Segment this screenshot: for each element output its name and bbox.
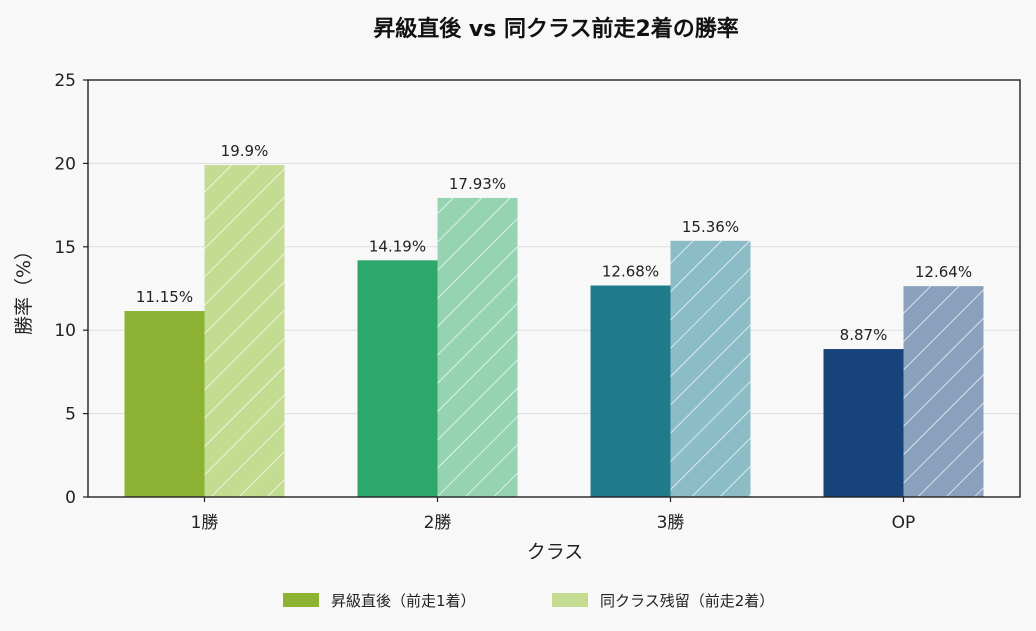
y-tick-label: 0 — [65, 488, 76, 508]
bar-hatch-overlay — [903, 286, 984, 497]
plot-frame — [87, 79, 1021, 498]
x-tick-label: 3勝 — [657, 513, 685, 533]
x-tick-label: 2勝 — [424, 513, 452, 533]
legend-swatch — [552, 593, 588, 607]
data-label: 17.93% — [449, 175, 506, 193]
bar-promoted-2 — [357, 260, 438, 497]
legend-swatch — [283, 593, 319, 607]
x-tick-label: OP — [892, 513, 916, 533]
data-label: 8.87% — [840, 326, 888, 344]
legend: 昇級直後（前走1着） 同クラス残留（前走2着） — [283, 592, 774, 610]
x-tick-label: 1勝 — [191, 513, 219, 533]
bar-hatch-overlay — [670, 240, 751, 497]
legend-label: 昇級直後（前走1着） — [331, 592, 476, 610]
chart-title: 昇級直後 vs 同クラス前走2着の勝率 — [373, 16, 739, 42]
data-label: 15.36% — [682, 218, 739, 236]
bar-promoted-1 — [124, 311, 205, 497]
bar-hatch-overlay — [204, 165, 285, 497]
data-label: 11.15% — [136, 288, 193, 306]
legend-label: 同クラス残留（前走2着） — [600, 592, 774, 610]
data-label: 19.9% — [221, 142, 269, 160]
y-tick-label: 15 — [54, 238, 76, 258]
data-label: 14.19% — [369, 237, 426, 255]
x-axis-label: クラス — [527, 541, 584, 563]
y-tick-label: 25 — [54, 71, 76, 91]
y-tick-label: 5 — [65, 405, 76, 425]
data-label: 12.64% — [915, 263, 972, 281]
plot-area: 0 5 10 15 20 25 11.15% 19.9% 1勝 14.19% 17.93% 2勝 12.… — [54, 71, 1021, 533]
bar-promoted-4 — [823, 349, 904, 497]
bar-hatch-overlay — [437, 197, 518, 497]
data-label: 12.68% — [602, 262, 659, 280]
y-axis-label: 勝率（%） — [13, 241, 35, 335]
bar-promoted-3 — [590, 285, 671, 497]
y-tick-label: 20 — [54, 154, 76, 174]
y-tick-label: 10 — [54, 321, 76, 341]
